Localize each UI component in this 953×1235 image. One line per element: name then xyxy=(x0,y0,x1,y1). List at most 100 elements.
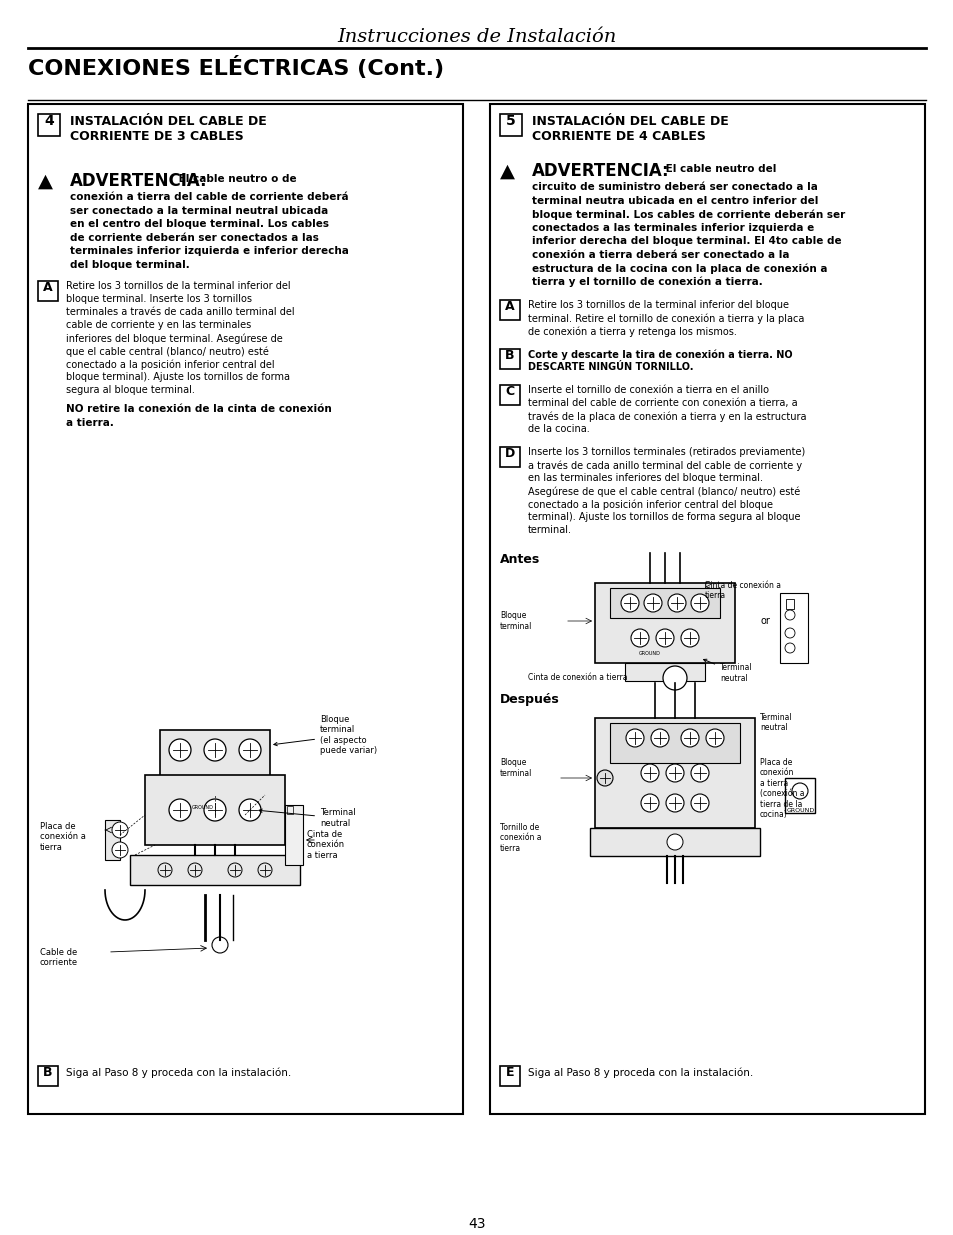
Text: Siga al Paso 8 y proceda con la instalación.: Siga al Paso 8 y proceda con la instalac… xyxy=(66,1068,291,1078)
Circle shape xyxy=(239,799,261,821)
Text: bloque terminal). Ajuste los tornillos de forma: bloque terminal). Ajuste los tornillos d… xyxy=(66,372,290,382)
Text: ADVERTENCIA:: ADVERTENCIA: xyxy=(532,162,669,180)
Text: Cable de
corriente: Cable de corriente xyxy=(40,948,78,967)
Text: A: A xyxy=(43,282,52,294)
Text: Placa de
conexión
a tierra
(conexión a
tierra de la
cocina): Placa de conexión a tierra (conexión a t… xyxy=(760,758,803,819)
Text: Terminal
neutral: Terminal neutral xyxy=(702,659,752,683)
Text: de la cocina.: de la cocina. xyxy=(527,424,589,433)
Text: ser conectado a la terminal neutral ubicada: ser conectado a la terminal neutral ubic… xyxy=(70,205,328,215)
Text: Bloque
terminal
(el aspecto
puede variar): Bloque terminal (el aspecto puede variar… xyxy=(274,715,376,755)
Bar xyxy=(38,1066,58,1086)
Text: C: C xyxy=(505,385,514,398)
Text: bloque terminal. Los cables de corriente deberán ser: bloque terminal. Los cables de corriente… xyxy=(532,209,844,220)
Text: 43: 43 xyxy=(468,1216,485,1231)
Circle shape xyxy=(690,764,708,782)
Text: terminal del cable de corriente con conexión a tierra, a: terminal del cable de corriente con cone… xyxy=(527,398,797,408)
Bar xyxy=(609,722,740,763)
Circle shape xyxy=(705,729,723,747)
Bar xyxy=(160,730,270,781)
Text: conectado a la posición inferior central del bloque: conectado a la posición inferior central… xyxy=(527,499,772,510)
Text: Inserte los 3 tornillos terminales (retirados previamente): Inserte los 3 tornillos terminales (reti… xyxy=(527,447,804,457)
Text: El cable neutro del: El cable neutro del xyxy=(661,164,776,174)
Text: en el centro del bloque terminal. Los cables: en el centro del bloque terminal. Los ca… xyxy=(70,219,329,228)
Text: GROUND: GROUND xyxy=(639,651,660,656)
Circle shape xyxy=(158,863,172,877)
Circle shape xyxy=(784,643,794,653)
Text: Cinta de
conexión
a tierra: Cinta de conexión a tierra xyxy=(307,830,345,860)
Text: bloque terminal. Inserte los 3 tornillos: bloque terminal. Inserte los 3 tornillos xyxy=(66,294,252,304)
Bar xyxy=(490,104,924,1114)
Bar xyxy=(595,718,754,827)
Text: El cable neutro o de: El cable neutro o de xyxy=(174,174,296,184)
Text: terminal. Retire el tornillo de conexión a tierra y la placa: terminal. Retire el tornillo de conexión… xyxy=(527,312,803,324)
Text: en las terminales inferiores del bloque terminal.: en las terminales inferiores del bloque … xyxy=(527,473,762,483)
Circle shape xyxy=(784,629,794,638)
Circle shape xyxy=(650,729,668,747)
Text: Asegúrese de que el cable central (blanco/ neutro) esté: Asegúrese de que el cable central (blanc… xyxy=(527,487,800,496)
Bar xyxy=(499,350,519,369)
Text: Cinta de conexión a
tierra: Cinta de conexión a tierra xyxy=(704,580,781,600)
Bar xyxy=(609,588,720,618)
Bar xyxy=(499,385,519,405)
Bar xyxy=(784,778,814,813)
Circle shape xyxy=(228,863,242,877)
Bar xyxy=(287,806,293,814)
Text: de corriente deberán ser conectados a las: de corriente deberán ser conectados a la… xyxy=(70,232,318,242)
Bar xyxy=(145,776,285,845)
Circle shape xyxy=(665,794,683,811)
Text: terminal.: terminal. xyxy=(527,525,572,535)
Text: or: or xyxy=(760,616,769,626)
Circle shape xyxy=(204,739,226,761)
Bar xyxy=(624,663,704,680)
Text: INSTALACIÓN DEL CABLE DE
CORRIENTE DE 3 CABLES: INSTALACIÓN DEL CABLE DE CORRIENTE DE 3 … xyxy=(70,115,267,143)
Bar xyxy=(38,282,58,301)
Text: DESCARTE NINGÚN TORNILLO.: DESCARTE NINGÚN TORNILLO. xyxy=(527,362,693,372)
Circle shape xyxy=(643,594,661,613)
Text: Terminal
neutral: Terminal neutral xyxy=(760,713,792,732)
Text: circuito de suministro deberá ser conectado a la: circuito de suministro deberá ser conect… xyxy=(532,182,817,191)
Text: 4: 4 xyxy=(44,114,53,128)
Circle shape xyxy=(665,764,683,782)
Circle shape xyxy=(791,783,807,799)
Text: Después: Después xyxy=(499,693,559,706)
Bar xyxy=(589,827,760,856)
Text: B: B xyxy=(43,1066,52,1079)
Text: estructura de la cocina con la placa de conexión a: estructura de la cocina con la placa de … xyxy=(532,263,826,273)
Text: E: E xyxy=(505,1066,514,1079)
Bar xyxy=(105,820,120,860)
Text: Inserte el tornillo de conexión a tierra en el anillo: Inserte el tornillo de conexión a tierra… xyxy=(527,385,768,395)
Bar xyxy=(285,805,303,864)
Circle shape xyxy=(620,594,639,613)
Circle shape xyxy=(666,834,682,850)
Text: segura al bloque terminal.: segura al bloque terminal. xyxy=(66,385,194,395)
Text: 5: 5 xyxy=(506,114,516,128)
Text: B: B xyxy=(505,350,515,362)
Circle shape xyxy=(625,729,643,747)
Bar xyxy=(499,114,521,136)
Circle shape xyxy=(640,794,659,811)
Circle shape xyxy=(188,863,202,877)
Bar xyxy=(785,599,793,609)
Circle shape xyxy=(597,769,613,785)
Text: terminal). Ajuste los tornillos de forma segura al bloque: terminal). Ajuste los tornillos de forma… xyxy=(527,513,800,522)
Text: Instrucciones de Instalación: Instrucciones de Instalación xyxy=(337,28,616,46)
Text: Terminal
neutral: Terminal neutral xyxy=(258,808,355,827)
Text: Siga al Paso 8 y proceda con la instalación.: Siga al Paso 8 y proceda con la instalac… xyxy=(527,1068,753,1078)
Circle shape xyxy=(112,823,128,839)
Text: a tierra.: a tierra. xyxy=(66,417,113,429)
Text: A: A xyxy=(505,300,515,312)
Circle shape xyxy=(630,629,648,647)
Text: Bloque
terminal: Bloque terminal xyxy=(499,758,532,778)
Text: inferiores del bloque terminal. Asegúrese de: inferiores del bloque terminal. Asegúres… xyxy=(66,333,282,343)
Bar xyxy=(130,855,299,885)
Text: cable de corriente y en las terminales: cable de corriente y en las terminales xyxy=(66,320,251,330)
Circle shape xyxy=(169,739,191,761)
Circle shape xyxy=(690,594,708,613)
Circle shape xyxy=(656,629,673,647)
Bar xyxy=(38,114,60,136)
Text: conexión a tierra deberá ser conectado a la: conexión a tierra deberá ser conectado a… xyxy=(532,249,789,259)
Bar xyxy=(499,447,519,467)
Text: Tornillo de
conexión a
tierra: Tornillo de conexión a tierra xyxy=(499,823,541,853)
Text: CONEXIONES ELÉCTRICAS (Cont.): CONEXIONES ELÉCTRICAS (Cont.) xyxy=(28,56,444,79)
Bar xyxy=(595,583,734,663)
